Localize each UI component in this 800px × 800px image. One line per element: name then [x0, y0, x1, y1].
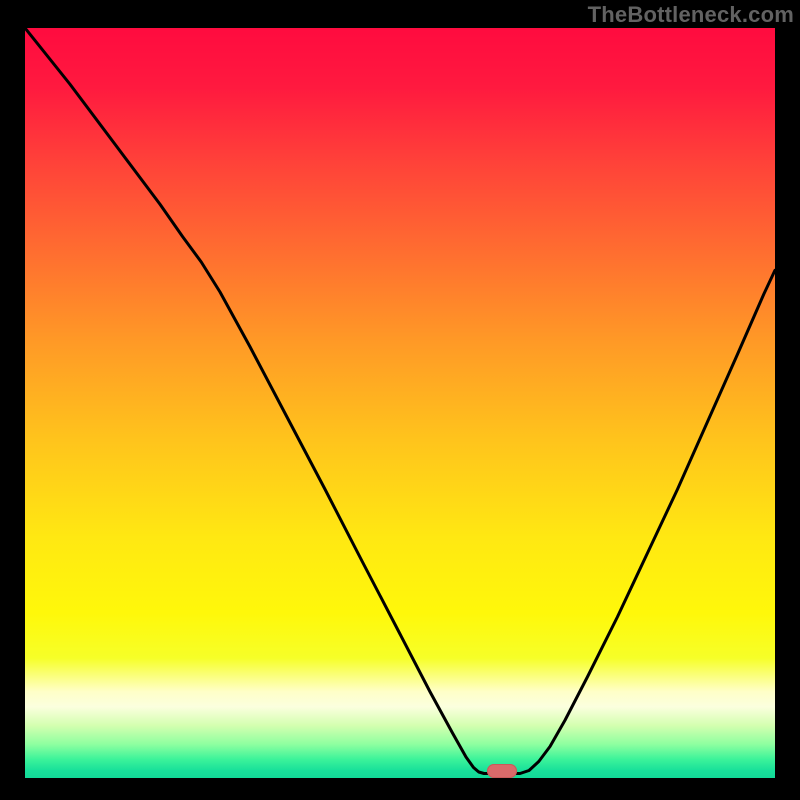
background-gradient	[25, 28, 775, 778]
plot-area	[25, 28, 775, 778]
watermark-text: TheBottleneck.com	[588, 2, 794, 28]
optimum-marker	[487, 764, 517, 778]
